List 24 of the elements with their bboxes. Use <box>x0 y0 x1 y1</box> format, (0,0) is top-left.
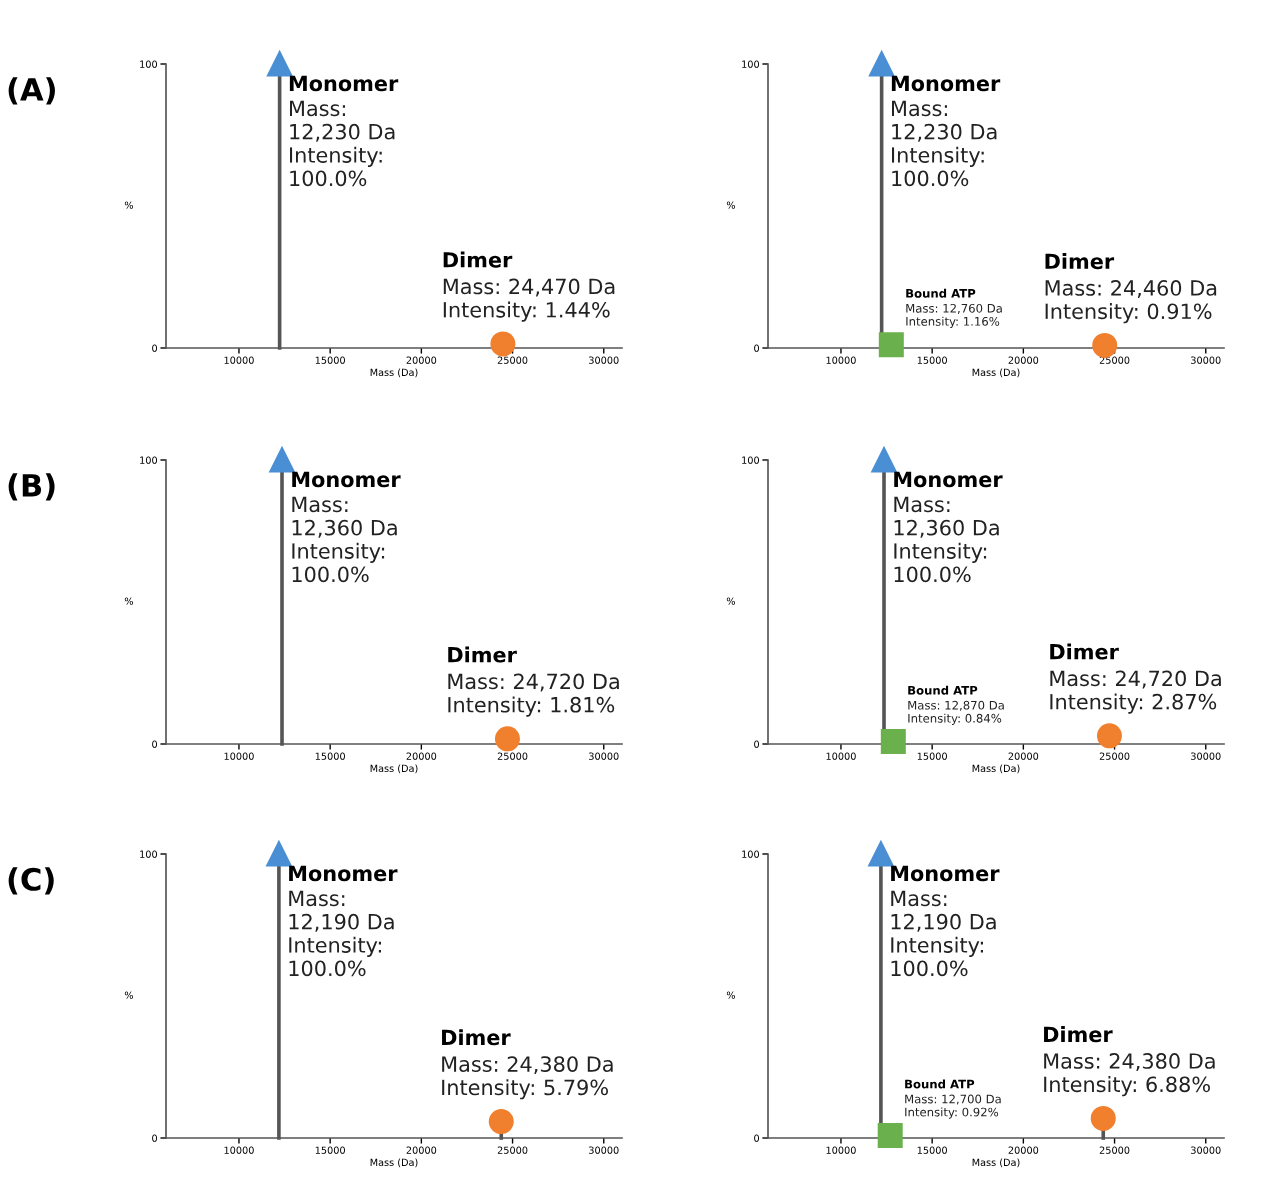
chart-title: (C) <box>8 867 54 895</box>
annotation: Dimer Mass: 24,380 Da Intensity: 5.79% <box>442 1029 613 1100</box>
annotation: Dimer Mass: 24,380 Da Intensity: 6.88% <box>1044 1026 1215 1097</box>
point <box>871 447 897 473</box>
annotation: Monomer Mass: 12,230 Da Intensity: 100.0% <box>289 75 399 187</box>
point <box>1092 332 1118 358</box>
annotation: Dimer Mass: 24,470 Da Intensity: 1.44% <box>443 251 615 322</box>
annotation: Dimer Mass: 24,720 Da Intensity: 2.87% <box>1050 643 1221 714</box>
point <box>877 1122 903 1148</box>
annotation: Monomer Mass: 12,230 Da Intensity: 100.0% <box>891 75 1001 187</box>
annotation: Dimer Mass: 24,720 Da Intensity: 1.81% <box>448 646 619 717</box>
point <box>880 729 906 755</box>
annotation: Monomer Mass: 12,190 Da Intensity: 100.0% <box>289 865 398 977</box>
point <box>878 332 904 358</box>
point <box>1096 723 1122 749</box>
chart-title: (B) <box>8 473 55 501</box>
point <box>868 841 894 867</box>
annotation: Monomer Mass: 12,190 Da Intensity: 100.0% <box>891 865 1000 977</box>
annotation: Monomer Mass: 12,360 Da Intensity: 100.0% <box>894 471 1003 583</box>
point <box>1090 1105 1116 1131</box>
point <box>869 51 895 77</box>
annotation: Dimer Mass: 24,460 Da Intensity: 0.91% <box>1045 253 1217 324</box>
chart-title: (A) <box>8 77 55 105</box>
annotation: Monomer Mass: 12,360 Da Intensity: 100.0% <box>292 471 401 583</box>
